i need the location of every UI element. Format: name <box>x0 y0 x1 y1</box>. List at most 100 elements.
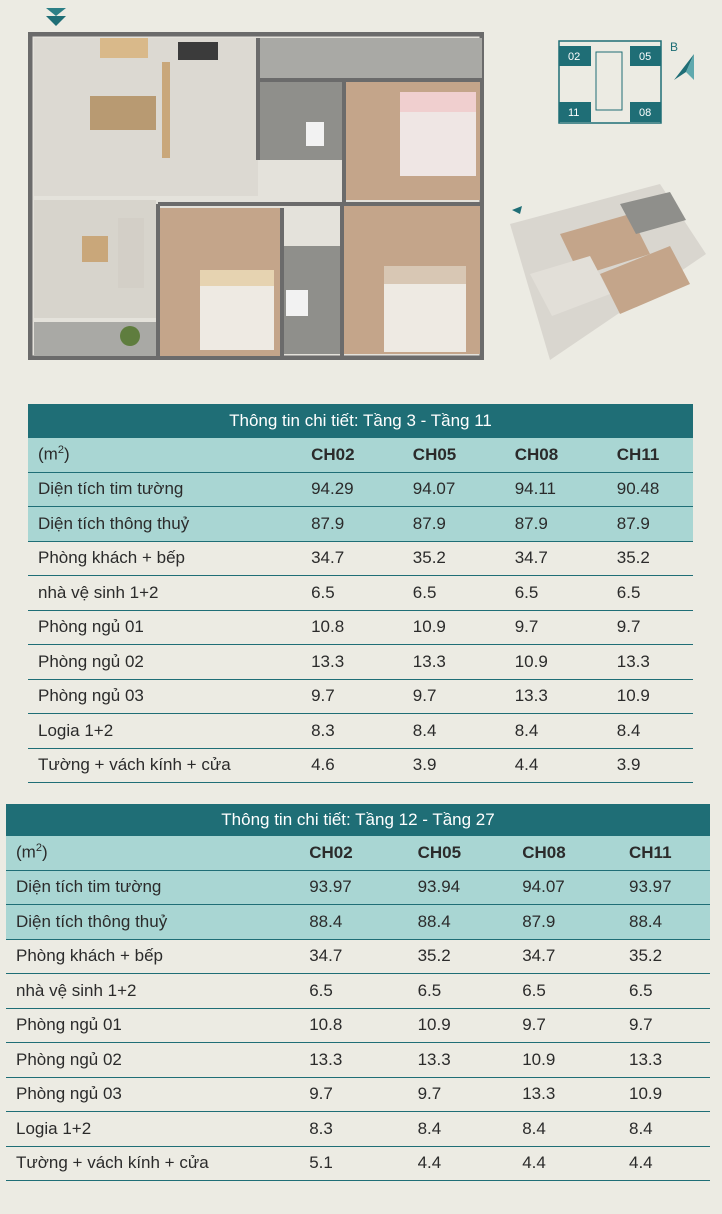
row-label: Tường + vách kính + cửa <box>16 1153 209 1173</box>
cell-value: 94.11 <box>514 479 556 499</box>
row-label: Phòng khách + bếp <box>38 548 185 568</box>
column-header: CH02 <box>309 842 353 862</box>
table-row: Phòng ngủ 03 9.7 9.7 13.3 10.9 <box>28 680 693 714</box>
table-row: Logia 1+2 8.3 8.4 8.4 8.4 <box>6 1112 710 1147</box>
cell-value: 9.7 <box>412 686 437 706</box>
cell-value: 10.9 <box>629 1084 663 1104</box>
cell-value: 6.5 <box>309 980 333 1000</box>
cell-value: 94.07 <box>412 479 456 499</box>
cell-value: 10.9 <box>412 617 446 637</box>
cell-value: 88.4 <box>417 911 451 931</box>
key-plan-unit-02: 02 <box>568 51 580 63</box>
cell-value: 87.9 <box>616 513 650 533</box>
cell-value: 6.5 <box>311 582 335 602</box>
table-row: Phòng ngủ 02 13.3 13.3 10.9 13.3 <box>28 645 693 680</box>
cell-value: 34.7 <box>522 946 556 966</box>
cell-value: 35.2 <box>412 548 446 568</box>
cell-value: 8.4 <box>616 720 641 740</box>
row-label: Phòng ngủ 03 <box>16 1084 122 1104</box>
cell-value: 13.3 <box>311 651 345 671</box>
cell-value: 6.5 <box>514 582 539 602</box>
cell-value: 87.9 <box>412 513 446 533</box>
cell-value: 93.97 <box>309 877 352 897</box>
north-arrow-icon <box>46 8 66 26</box>
row-label: Phòng ngủ 02 <box>38 651 144 671</box>
cell-value: 9.7 <box>311 686 335 706</box>
block-label: B <box>670 40 679 54</box>
cell-value: 13.3 <box>309 1049 343 1069</box>
cell-value: 90.48 <box>616 479 660 499</box>
cell-value: 35.2 <box>616 548 650 568</box>
key-plan-unit-11: 11 <box>568 107 579 119</box>
row-label: nhà vệ sinh 1+2 <box>16 980 137 1000</box>
cell-value: 6.5 <box>616 582 641 602</box>
cell-value: 35.2 <box>629 946 663 966</box>
column-header: CH11 <box>616 444 660 464</box>
cell-value: 4.4 <box>522 1153 546 1173</box>
cell-value: 88.4 <box>309 911 343 931</box>
table-header-row: (m2) CH02 CH05 CH08 CH11 <box>28 438 693 473</box>
table-row: Diện tích thông thuỷ 87.9 87.9 87.9 87.9 <box>28 507 693 542</box>
cell-value: 34.7 <box>309 946 343 966</box>
cell-value: 4.4 <box>417 1153 442 1173</box>
cell-value: 34.7 <box>311 548 345 568</box>
cell-value: 8.3 <box>309 1118 333 1138</box>
cell-value: 94.29 <box>311 479 354 499</box>
column-header: CH02 <box>311 444 355 464</box>
cell-value: 10.8 <box>311 617 345 637</box>
row-label: Diện tích thông thuỷ <box>16 911 168 931</box>
column-header: CH05 <box>417 842 462 862</box>
cell-value: 87.9 <box>522 911 556 931</box>
row-label: Diện tích thông thuỷ <box>38 513 190 533</box>
cell-value: 8.4 <box>514 720 539 740</box>
cell-value: 13.3 <box>629 1049 663 1069</box>
row-label: Tường + vách kính + cửa <box>38 755 231 775</box>
row-label: Phòng khách + bếp <box>16 946 163 966</box>
table-title: Thông tin chi tiết: Tầng 3 - Tầng 11 <box>28 404 693 438</box>
table-row: Tường + vách kính + cửa 4.6 3.9 4.4 3.9 <box>28 749 693 783</box>
isometric-render-image <box>510 184 706 360</box>
cell-value: 10.9 <box>522 1049 556 1069</box>
cell-value: 9.7 <box>522 1015 546 1035</box>
column-header: CH08 <box>522 842 566 862</box>
cell-value: 3.9 <box>616 755 641 775</box>
column-header: CH11 <box>629 842 672 862</box>
cell-value: 6.5 <box>629 980 653 1000</box>
cell-value: 34.7 <box>514 548 548 568</box>
cell-value: 13.3 <box>514 686 548 706</box>
cell-value: 4.4 <box>629 1153 653 1173</box>
floor-plan-image <box>28 32 484 360</box>
row-label: Diện tích tim tường <box>16 877 162 897</box>
cell-value: 4.4 <box>514 755 539 775</box>
table-row: Logia 1+2 8.3 8.4 8.4 8.4 <box>28 714 693 749</box>
cell-value: 88.4 <box>629 911 663 931</box>
cell-value: 87.9 <box>514 513 548 533</box>
cell-value: 6.5 <box>417 980 442 1000</box>
cell-value: 94.07 <box>522 877 565 897</box>
table-row: Phòng ngủ 03 9.7 9.7 13.3 10.9 <box>6 1078 710 1112</box>
cell-value: 13.3 <box>522 1084 556 1104</box>
detail-table-floor-12-27: Thông tin chi tiết: Tầng 12 - Tầng 27 (m… <box>6 804 710 1181</box>
table-title: Thông tin chi tiết: Tầng 12 - Tầng 27 <box>6 804 710 836</box>
table-row: Diện tích tim tường 93.97 93.94 94.07 93.97 <box>6 870 710 905</box>
cell-value: 9.7 <box>629 1015 653 1035</box>
cell-value: 6.5 <box>412 582 437 602</box>
cell-value: 9.7 <box>309 1084 333 1104</box>
cell-value: 10.9 <box>417 1015 451 1035</box>
cell-value: 6.5 <box>522 980 546 1000</box>
table-row: Tường + vách kính + cửa 5.1 4.4 4.4 4.4 <box>6 1147 710 1181</box>
cell-value: 10.8 <box>309 1015 343 1035</box>
cell-value: 13.3 <box>412 651 446 671</box>
table-row: Phòng khách + bếp 34.7 35.2 34.7 35.2 <box>28 542 693 576</box>
cell-value: 93.94 <box>417 877 461 897</box>
detail-table-floor-3-11: Thông tin chi tiết: Tầng 3 - Tầng 11 (m2… <box>28 404 693 783</box>
table-row: Diện tích thông thuỷ 88.4 88.4 87.9 88.4 <box>6 905 710 940</box>
unit-label: (m2) <box>38 444 70 465</box>
row-label: Diện tích tim tường <box>38 479 184 499</box>
row-label: Phòng ngủ 03 <box>38 686 144 706</box>
cell-value: 8.3 <box>311 720 335 740</box>
table-row: nhà vệ sinh 1+2 6.5 6.5 6.5 6.5 <box>28 576 693 611</box>
cell-value: 8.4 <box>629 1118 653 1138</box>
cell-value: 9.7 <box>417 1084 442 1104</box>
cell-value: 13.3 <box>616 651 650 671</box>
